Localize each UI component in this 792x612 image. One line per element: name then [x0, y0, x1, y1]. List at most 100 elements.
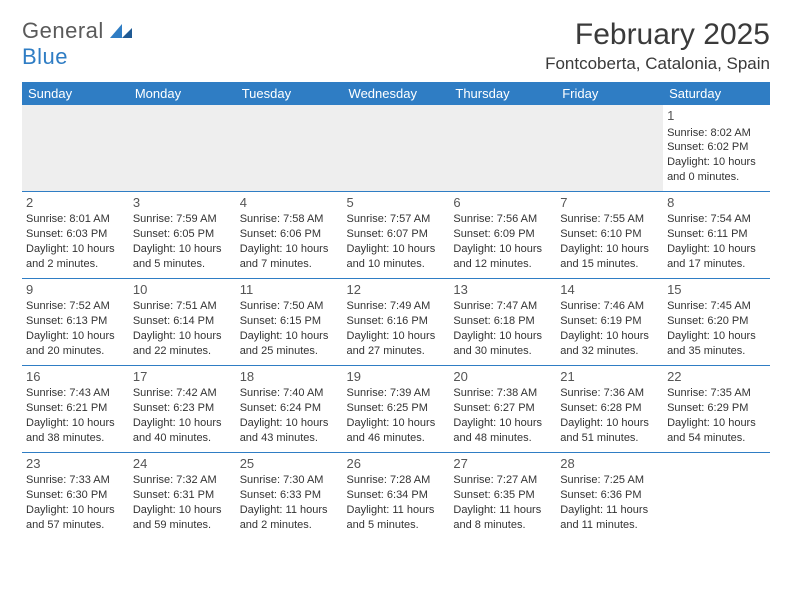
- day-number: 18: [240, 368, 339, 386]
- day-number: 1: [667, 107, 766, 125]
- day-number: 6: [453, 194, 552, 212]
- sunset-text: Sunset: 6:15 PM: [240, 314, 339, 329]
- sunrise-text: Sunrise: 7:47 AM: [453, 299, 552, 314]
- location-label: Fontcoberta, Catalonia, Spain: [545, 54, 770, 74]
- sunrise-text: Sunrise: 7:40 AM: [240, 386, 339, 401]
- sunrise-text: Sunrise: 7:57 AM: [347, 212, 446, 227]
- daylight-text: Daylight: 10 hours and 5 minutes.: [133, 242, 232, 272]
- daylight-text: Daylight: 10 hours and 43 minutes.: [240, 416, 339, 446]
- sunset-text: Sunset: 6:31 PM: [133, 488, 232, 503]
- day-header: Sunday: [22, 82, 129, 105]
- calendar-cell: 25Sunrise: 7:30 AMSunset: 6:33 PMDayligh…: [236, 452, 343, 538]
- sunrise-text: Sunrise: 7:59 AM: [133, 212, 232, 227]
- day-info: Sunrise: 7:47 AMSunset: 6:18 PMDaylight:…: [453, 299, 552, 358]
- sunset-text: Sunset: 6:07 PM: [347, 227, 446, 242]
- daylight-text: Daylight: 10 hours and 17 minutes.: [667, 242, 766, 272]
- sunrise-text: Sunrise: 7:39 AM: [347, 386, 446, 401]
- calendar-cell: 19Sunrise: 7:39 AMSunset: 6:25 PMDayligh…: [343, 365, 450, 452]
- daylight-text: Daylight: 11 hours and 5 minutes.: [347, 503, 446, 533]
- sunset-text: Sunset: 6:27 PM: [453, 401, 552, 416]
- day-info: Sunrise: 7:43 AMSunset: 6:21 PMDaylight:…: [26, 386, 125, 445]
- logo-icon: [110, 24, 132, 43]
- daylight-text: Daylight: 10 hours and 40 minutes.: [133, 416, 232, 446]
- calendar-cell: 2Sunrise: 8:01 AMSunset: 6:03 PMDaylight…: [22, 191, 129, 278]
- sunset-text: Sunset: 6:13 PM: [26, 314, 125, 329]
- calendar-cell: 20Sunrise: 7:38 AMSunset: 6:27 PMDayligh…: [449, 365, 556, 452]
- sunrise-text: Sunrise: 7:51 AM: [133, 299, 232, 314]
- sunrise-text: Sunrise: 8:01 AM: [26, 212, 125, 227]
- day-header: Saturday: [663, 82, 770, 105]
- day-info: Sunrise: 7:50 AMSunset: 6:15 PMDaylight:…: [240, 299, 339, 358]
- sunset-text: Sunset: 6:30 PM: [26, 488, 125, 503]
- calendar-cell: 28Sunrise: 7:25 AMSunset: 6:36 PMDayligh…: [556, 452, 663, 538]
- calendar-cell: [343, 105, 450, 191]
- day-number: 9: [26, 281, 125, 299]
- day-info: Sunrise: 7:33 AMSunset: 6:30 PMDaylight:…: [26, 473, 125, 532]
- calendar-cell: 15Sunrise: 7:45 AMSunset: 6:20 PMDayligh…: [663, 278, 770, 365]
- calendar-cell: [22, 105, 129, 191]
- sunrise-text: Sunrise: 7:27 AM: [453, 473, 552, 488]
- sunset-text: Sunset: 6:18 PM: [453, 314, 552, 329]
- day-number: 19: [347, 368, 446, 386]
- day-info: Sunrise: 7:45 AMSunset: 6:20 PMDaylight:…: [667, 299, 766, 358]
- daylight-text: Daylight: 10 hours and 38 minutes.: [26, 416, 125, 446]
- calendar-cell: [449, 105, 556, 191]
- daylight-text: Daylight: 10 hours and 30 minutes.: [453, 329, 552, 359]
- sunset-text: Sunset: 6:14 PM: [133, 314, 232, 329]
- sunrise-text: Sunrise: 7:58 AM: [240, 212, 339, 227]
- daylight-text: Daylight: 10 hours and 35 minutes.: [667, 329, 766, 359]
- day-info: Sunrise: 7:39 AMSunset: 6:25 PMDaylight:…: [347, 386, 446, 445]
- sunrise-text: Sunrise: 7:33 AM: [26, 473, 125, 488]
- calendar-cell: 23Sunrise: 7:33 AMSunset: 6:30 PMDayligh…: [22, 452, 129, 538]
- calendar-cell: 8Sunrise: 7:54 AMSunset: 6:11 PMDaylight…: [663, 191, 770, 278]
- sunrise-text: Sunrise: 7:52 AM: [26, 299, 125, 314]
- title-block: February 2025 Fontcoberta, Catalonia, Sp…: [545, 18, 770, 74]
- calendar-cell: 22Sunrise: 7:35 AMSunset: 6:29 PMDayligh…: [663, 365, 770, 452]
- day-number: 14: [560, 281, 659, 299]
- day-number: 21: [560, 368, 659, 386]
- day-number: 24: [133, 455, 232, 473]
- sunset-text: Sunset: 6:02 PM: [667, 140, 766, 155]
- day-info: Sunrise: 7:28 AMSunset: 6:34 PMDaylight:…: [347, 473, 446, 532]
- day-info: Sunrise: 7:56 AMSunset: 6:09 PMDaylight:…: [453, 212, 552, 271]
- daylight-text: Daylight: 11 hours and 11 minutes.: [560, 503, 659, 533]
- daylight-text: Daylight: 10 hours and 51 minutes.: [560, 416, 659, 446]
- day-number: 26: [347, 455, 446, 473]
- day-number: 23: [26, 455, 125, 473]
- day-info: Sunrise: 7:38 AMSunset: 6:27 PMDaylight:…: [453, 386, 552, 445]
- day-info: Sunrise: 8:02 AMSunset: 6:02 PMDaylight:…: [667, 126, 766, 185]
- sunrise-text: Sunrise: 7:30 AM: [240, 473, 339, 488]
- day-header: Tuesday: [236, 82, 343, 105]
- calendar-cell: 12Sunrise: 7:49 AMSunset: 6:16 PMDayligh…: [343, 278, 450, 365]
- day-info: Sunrise: 7:51 AMSunset: 6:14 PMDaylight:…: [133, 299, 232, 358]
- day-number: 7: [560, 194, 659, 212]
- day-number: 10: [133, 281, 232, 299]
- sunrise-text: Sunrise: 7:46 AM: [560, 299, 659, 314]
- sunset-text: Sunset: 6:10 PM: [560, 227, 659, 242]
- calendar-cell: 18Sunrise: 7:40 AMSunset: 6:24 PMDayligh…: [236, 365, 343, 452]
- day-number: 25: [240, 455, 339, 473]
- calendar-body: 1Sunrise: 8:02 AMSunset: 6:02 PMDaylight…: [22, 105, 770, 539]
- calendar-week: 1Sunrise: 8:02 AMSunset: 6:02 PMDaylight…: [22, 105, 770, 191]
- calendar-cell: [556, 105, 663, 191]
- calendar-cell: 6Sunrise: 7:56 AMSunset: 6:09 PMDaylight…: [449, 191, 556, 278]
- daylight-text: Daylight: 10 hours and 25 minutes.: [240, 329, 339, 359]
- day-number: 8: [667, 194, 766, 212]
- calendar-cell: 1Sunrise: 8:02 AMSunset: 6:02 PMDaylight…: [663, 105, 770, 191]
- sunrise-text: Sunrise: 7:32 AM: [133, 473, 232, 488]
- daylight-text: Daylight: 10 hours and 2 minutes.: [26, 242, 125, 272]
- daylight-text: Daylight: 11 hours and 2 minutes.: [240, 503, 339, 533]
- day-info: Sunrise: 7:42 AMSunset: 6:23 PMDaylight:…: [133, 386, 232, 445]
- day-number: 22: [667, 368, 766, 386]
- logo-text: General Blue: [22, 18, 132, 70]
- day-header: Thursday: [449, 82, 556, 105]
- daylight-text: Daylight: 10 hours and 48 minutes.: [453, 416, 552, 446]
- daylight-text: Daylight: 10 hours and 0 minutes.: [667, 155, 766, 185]
- day-number: 20: [453, 368, 552, 386]
- calendar-cell: 7Sunrise: 7:55 AMSunset: 6:10 PMDaylight…: [556, 191, 663, 278]
- sunrise-text: Sunrise: 7:55 AM: [560, 212, 659, 227]
- daylight-text: Daylight: 10 hours and 57 minutes.: [26, 503, 125, 533]
- calendar-cell: 17Sunrise: 7:42 AMSunset: 6:23 PMDayligh…: [129, 365, 236, 452]
- calendar-cell: 27Sunrise: 7:27 AMSunset: 6:35 PMDayligh…: [449, 452, 556, 538]
- daylight-text: Daylight: 11 hours and 8 minutes.: [453, 503, 552, 533]
